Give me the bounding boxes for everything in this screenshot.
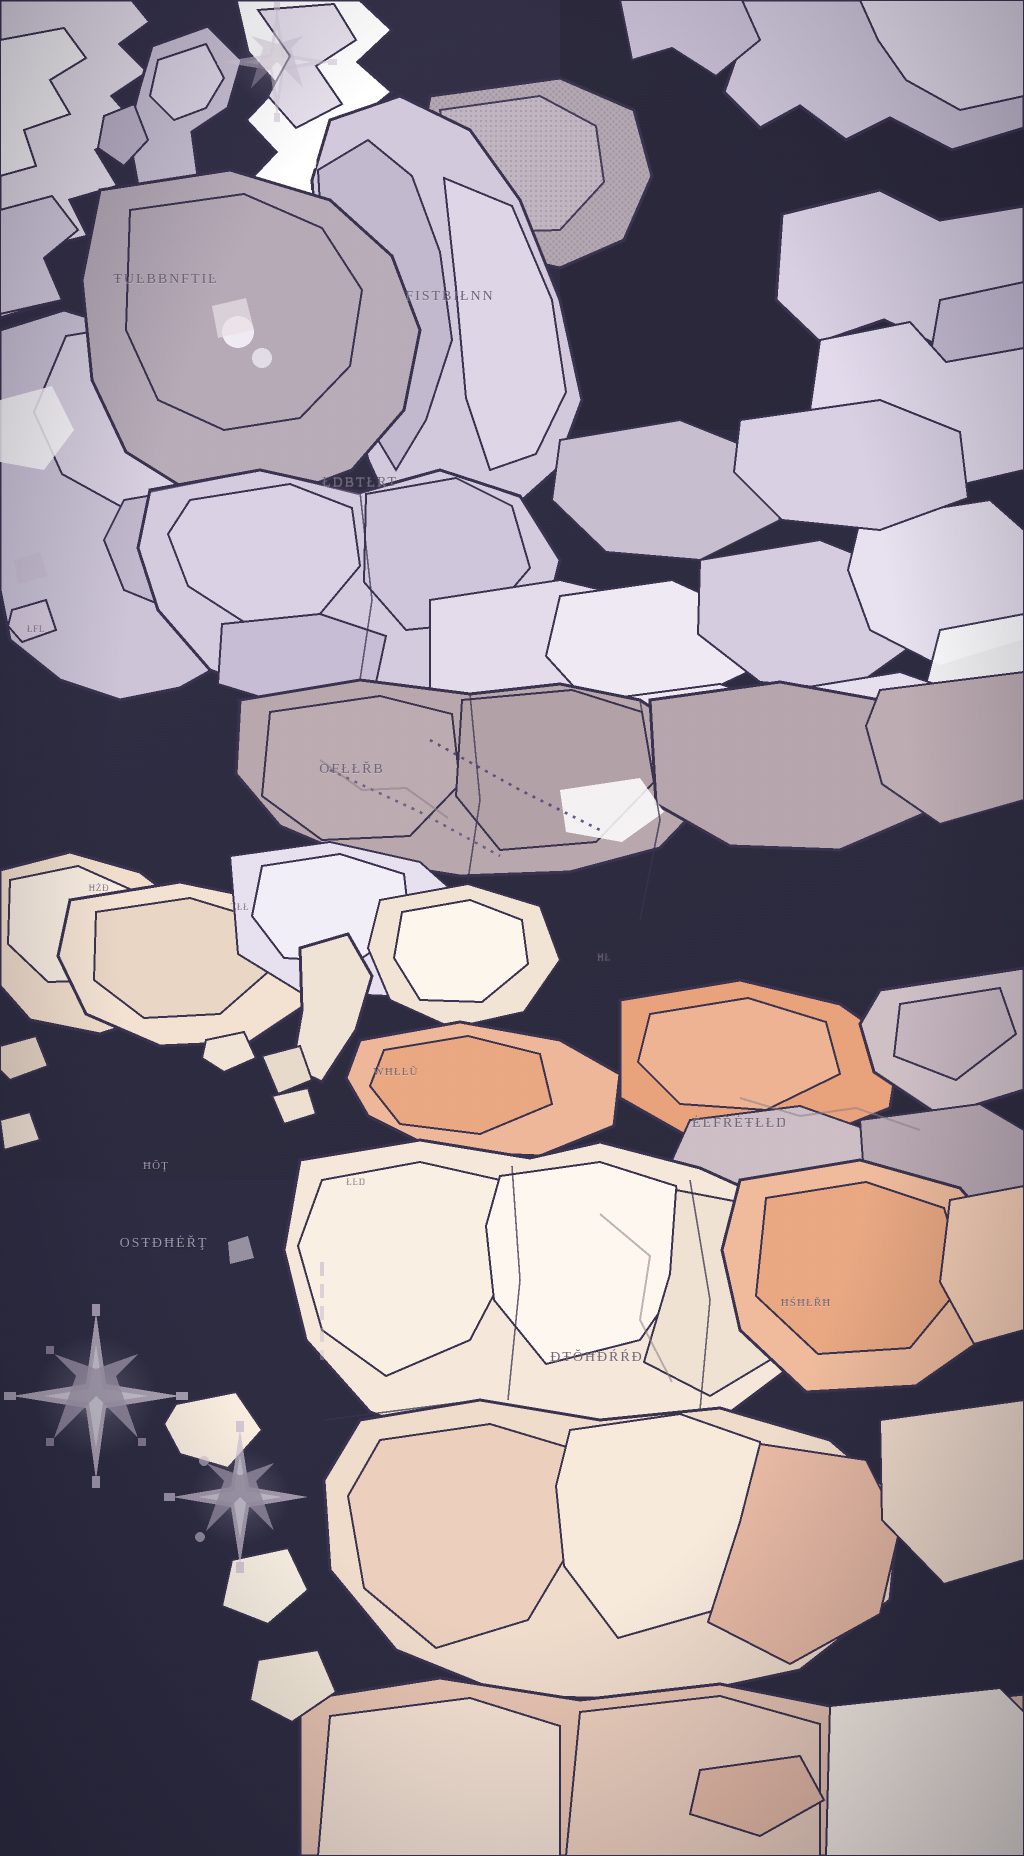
scale-bar [320,1262,324,1360]
compass-rose-south[interactable] [164,1421,308,1573]
region-southwest[interactable] [0,840,562,1096]
region-isles[interactable] [96,24,244,208]
compass-rose-north[interactable] [217,2,337,122]
region-mid-belt[interactable] [234,670,1024,878]
rivers-layer [319,759,921,1383]
borders-layer [149,469,831,1441]
region-north-africa[interactable] [282,1138,1024,1856]
compass-rose-southwest[interactable] [4,1304,188,1488]
